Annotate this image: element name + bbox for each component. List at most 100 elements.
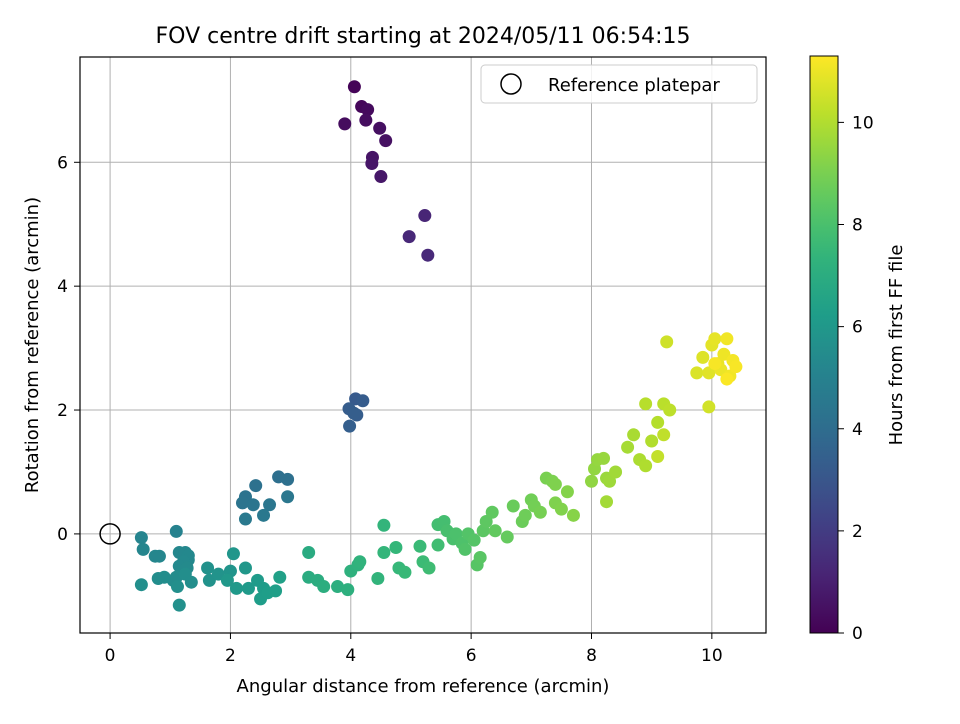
data-point xyxy=(235,496,249,510)
data-point xyxy=(533,505,547,519)
legend: Reference platepar xyxy=(480,64,758,104)
data-point xyxy=(660,335,674,349)
colorbar-ticks: 0 2 4 6 8 10 xyxy=(838,113,874,644)
data-point xyxy=(347,406,361,420)
legend-box xyxy=(480,64,758,104)
x-axis-label: Angular distance from reference (arcmin) xyxy=(237,676,610,697)
data-point xyxy=(398,565,412,579)
data-point xyxy=(720,332,734,346)
data-point xyxy=(184,575,198,589)
data-point xyxy=(560,485,574,499)
data-point xyxy=(518,508,532,522)
data-point xyxy=(506,499,520,513)
data-point xyxy=(359,113,373,127)
data-point xyxy=(645,434,659,448)
legend-marker-reference xyxy=(500,73,522,95)
data-point xyxy=(220,573,234,587)
data-point xyxy=(269,584,283,598)
y-tick-label: 0 xyxy=(57,525,68,545)
data-point xyxy=(621,440,635,454)
data-point xyxy=(374,170,388,184)
data-point xyxy=(488,524,502,538)
data-point xyxy=(201,561,215,575)
data-point xyxy=(373,121,387,135)
data-point xyxy=(273,570,287,584)
data-point xyxy=(639,397,653,411)
data-point xyxy=(485,505,499,519)
data-point xyxy=(690,366,704,380)
data-point xyxy=(302,545,316,559)
x-tick-label: 0 xyxy=(105,646,116,666)
x-tick-label: 8 xyxy=(586,646,597,666)
data-point xyxy=(708,332,722,346)
data-point xyxy=(379,134,393,148)
y-tick-label: 4 xyxy=(57,277,68,297)
colorbar-tick-label: 2 xyxy=(852,522,863,542)
data-point xyxy=(134,578,148,592)
data-point xyxy=(263,498,277,512)
data-point xyxy=(341,583,355,597)
plot-frame xyxy=(79,56,767,634)
data-point xyxy=(343,419,357,433)
data-point xyxy=(708,357,722,371)
data-point xyxy=(500,530,514,544)
data-point xyxy=(347,80,361,94)
data-point xyxy=(651,449,665,463)
data-point xyxy=(281,472,295,486)
data-point xyxy=(422,561,436,575)
data-point xyxy=(238,512,252,526)
data-point xyxy=(657,428,671,442)
data-point xyxy=(371,571,385,585)
colorbar-tick-label: 8 xyxy=(852,216,863,236)
colorbar-tick-label: 4 xyxy=(852,420,863,440)
data-point xyxy=(566,508,580,522)
data-point xyxy=(134,531,148,545)
x-tick-label: 6 xyxy=(466,646,477,666)
data-point xyxy=(241,581,255,595)
x-tick-label: 10 xyxy=(701,646,723,666)
colorbar-tick-label: 0 xyxy=(852,624,863,644)
colorbar-label: Hours from first FF file xyxy=(886,245,907,446)
data-point xyxy=(720,372,734,386)
legend-label-reference: Reference platepar xyxy=(548,75,720,96)
data-point xyxy=(172,598,186,612)
data-point xyxy=(169,524,183,538)
data-point xyxy=(600,495,614,509)
data-point xyxy=(152,549,166,563)
data-point xyxy=(356,394,370,408)
data-point xyxy=(729,360,743,374)
data-point xyxy=(246,498,260,512)
data-point xyxy=(413,539,427,553)
x-tick-label: 4 xyxy=(345,646,356,666)
data-point xyxy=(421,248,435,262)
data-point xyxy=(584,474,598,488)
data-point xyxy=(609,465,623,479)
reference-point-marker xyxy=(99,523,121,545)
colorbar-tick-label: 6 xyxy=(852,318,863,338)
data-point xyxy=(377,545,391,559)
colorbar-tick-label: 10 xyxy=(852,113,874,133)
data-point xyxy=(627,428,641,442)
data-point xyxy=(249,479,263,493)
data-point xyxy=(597,451,611,465)
data-point xyxy=(365,157,379,171)
data-point xyxy=(479,515,493,529)
data-point xyxy=(548,477,562,491)
y-axis-label: Rotation from reference (arcmin) xyxy=(22,197,43,493)
chart-title: FOV centre drift starting at 2024/05/11 … xyxy=(156,24,691,49)
data-point xyxy=(449,527,463,541)
data-point xyxy=(238,561,252,575)
data-point xyxy=(702,400,716,414)
data-point xyxy=(338,117,352,131)
data-point xyxy=(229,581,243,595)
data-point xyxy=(402,230,416,244)
data-point xyxy=(467,533,481,547)
data-point xyxy=(431,538,445,552)
data-point xyxy=(554,502,568,516)
data-point xyxy=(473,550,487,564)
data-point xyxy=(696,350,710,364)
x-axis-ticks: 0 2 4 6 8 10 xyxy=(105,633,723,666)
data-point xyxy=(331,580,345,594)
